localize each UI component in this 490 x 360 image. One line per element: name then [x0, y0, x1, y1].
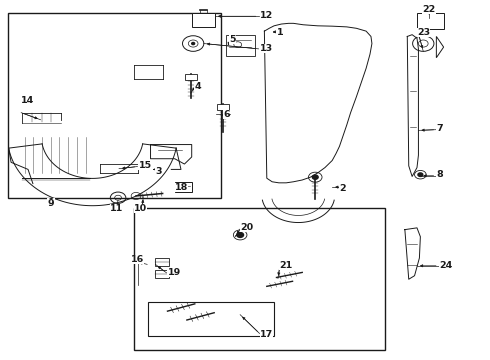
- Text: 7: 7: [437, 124, 443, 133]
- Bar: [134, 208, 386, 350]
- Text: 10: 10: [134, 204, 147, 213]
- Text: 14: 14: [21, 96, 34, 105]
- Bar: [8, 13, 221, 198]
- Text: 11: 11: [110, 204, 123, 213]
- Text: 20: 20: [240, 223, 253, 232]
- Text: 19: 19: [168, 267, 181, 276]
- Text: 5: 5: [229, 36, 236, 45]
- Circle shape: [192, 42, 195, 45]
- Bar: [218, 104, 229, 110]
- Text: 3: 3: [155, 167, 162, 176]
- Bar: [155, 270, 169, 278]
- Text: 9: 9: [48, 198, 54, 207]
- Text: 12: 12: [260, 11, 273, 20]
- Bar: [175, 182, 192, 192]
- Bar: [225, 35, 255, 56]
- Text: 15: 15: [138, 161, 151, 170]
- Bar: [192, 13, 215, 27]
- Circle shape: [237, 233, 244, 238]
- Bar: [155, 258, 169, 266]
- Text: 9: 9: [48, 198, 54, 208]
- Text: 13: 13: [260, 44, 272, 53]
- Circle shape: [312, 175, 318, 179]
- Text: 21: 21: [279, 261, 292, 270]
- Text: 2: 2: [340, 184, 346, 193]
- Text: 4: 4: [194, 82, 201, 91]
- Text: 23: 23: [417, 28, 430, 37]
- Text: 16: 16: [131, 255, 145, 264]
- Bar: [185, 74, 196, 80]
- Text: 8: 8: [437, 170, 443, 179]
- Text: 6: 6: [223, 110, 230, 119]
- Text: 1: 1: [276, 28, 283, 37]
- Text: 22: 22: [422, 5, 436, 14]
- Bar: [417, 13, 443, 30]
- Text: 24: 24: [439, 261, 452, 270]
- Bar: [148, 302, 274, 336]
- Circle shape: [418, 173, 423, 176]
- Text: 18: 18: [175, 183, 188, 192]
- Text: 17: 17: [260, 330, 273, 339]
